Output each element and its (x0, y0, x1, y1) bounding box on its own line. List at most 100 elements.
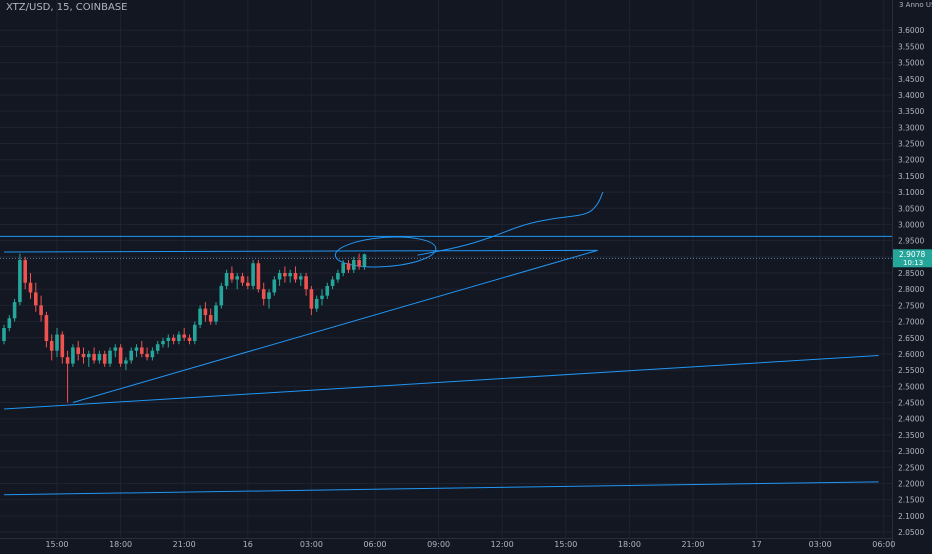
candle-body (150, 350, 155, 358)
candle-body (256, 263, 261, 290)
candle-body (60, 334, 65, 358)
candle-body (208, 315, 213, 322)
price-tick-label: 2.7500 (898, 301, 924, 310)
candle-body (187, 337, 192, 341)
candle-body (102, 353, 107, 364)
candle-body (28, 282, 33, 293)
price-tick-label: 3.5000 (898, 59, 924, 68)
triangle-top-line[interactable] (3, 249, 598, 253)
time-tick-label: 15:00 (45, 540, 68, 549)
price-tick-label: 3.4500 (898, 75, 924, 84)
price-tick-label: 3.0500 (898, 204, 924, 213)
candle-body (18, 260, 22, 303)
time-tick-label: 17 (752, 540, 762, 549)
candle-body (299, 276, 303, 280)
candle-body (203, 308, 208, 316)
candle-body (224, 273, 229, 286)
support-trend-line[interactable] (3, 355, 879, 410)
time-tick-label: 06:00 (363, 540, 386, 549)
price-tick-label: 2.0500 (898, 528, 924, 537)
projection-curve[interactable] (417, 191, 604, 256)
highlight-ellipse[interactable] (334, 234, 437, 270)
candle-body (2, 328, 6, 341)
candle-body (283, 273, 287, 277)
candle-body (92, 353, 96, 361)
bottom-trend-line[interactable] (3, 481, 879, 496)
candle-body (314, 298, 319, 309)
candle-body (134, 347, 139, 351)
candle-body (341, 263, 345, 273)
candle-body (81, 353, 86, 358)
price-tick-label: 2.7000 (898, 318, 924, 327)
price-tick-label: 2.4500 (898, 399, 924, 408)
candle-body (235, 276, 239, 280)
time-tick-label: 21:00 (681, 540, 704, 549)
candle-body (309, 289, 314, 309)
candle-body (193, 324, 197, 341)
candle-body (49, 340, 54, 351)
candle-body (161, 340, 165, 345)
candle-body (214, 305, 218, 322)
candle-body (277, 273, 282, 280)
candle-body (272, 279, 277, 293)
candle-body (362, 254, 367, 267)
price-tick-label: 2.9500 (898, 237, 924, 246)
candle-body (346, 263, 351, 270)
candle-body (55, 334, 59, 351)
price-tick-label: 2.5000 (898, 382, 924, 391)
grid (0, 0, 892, 538)
price-tick-label: 3.3500 (898, 107, 924, 116)
price-tick-label: 3.2000 (898, 156, 924, 165)
candle-body (97, 353, 102, 361)
price-tick-label: 2.1000 (898, 512, 924, 521)
candle-body (108, 350, 112, 364)
candle-body (320, 295, 324, 299)
price-tick-label: 3.2500 (898, 140, 924, 149)
candle-body (330, 279, 335, 286)
drawing-tools-layer[interactable] (0, 191, 892, 496)
price-tick-label: 2.3000 (898, 447, 924, 456)
time-tick-label: 21:00 (173, 540, 196, 549)
candle-body (87, 353, 91, 358)
candle-body (288, 273, 292, 277)
price-tick-label: 2.3500 (898, 431, 924, 440)
candle-body (230, 273, 234, 280)
candle-body (293, 273, 298, 280)
time-tick-label: 12:00 (491, 540, 514, 549)
price-tick-label: 2.1500 (898, 496, 924, 505)
price-tick-label: 2.6500 (898, 334, 924, 343)
candle-body (118, 347, 123, 364)
candle-body (155, 344, 160, 351)
time-tick-label: 03:00 (300, 540, 323, 549)
price-tick-label: 2.8500 (898, 269, 924, 278)
price-tick-label: 2.8000 (898, 285, 924, 294)
candle-body (182, 334, 186, 338)
time-tick-label: 09:00 (427, 540, 450, 549)
candle-body (304, 276, 308, 290)
time-tick-label: 16 (243, 540, 253, 549)
candle-body (124, 360, 128, 364)
candle-body (267, 292, 271, 299)
candle-body (129, 350, 133, 361)
candle-body (166, 337, 171, 341)
time-tick-label: 03:00 (809, 540, 832, 549)
candle-body (325, 285, 330, 296)
candle-body (39, 305, 43, 316)
rising-trend-line[interactable] (72, 249, 598, 403)
candle-body (71, 347, 75, 364)
candle-body (357, 260, 361, 267)
candles (2, 253, 367, 403)
candle-body (171, 337, 176, 341)
price-tick-label: 2.2000 (898, 479, 924, 488)
candle-body (352, 260, 356, 270)
price-tick-label: 2.5500 (898, 366, 924, 375)
price-tick-label: 2.6000 (898, 350, 924, 359)
symbol-title[interactable]: XTZ/USD, 15, COINBASE (6, 2, 128, 13)
price-tick-label: 3.1000 (898, 188, 924, 197)
price-axis-header: 3 Anno USD (899, 1, 932, 9)
candle-body (219, 285, 224, 306)
price-tick-label: 3.0000 (898, 220, 924, 229)
